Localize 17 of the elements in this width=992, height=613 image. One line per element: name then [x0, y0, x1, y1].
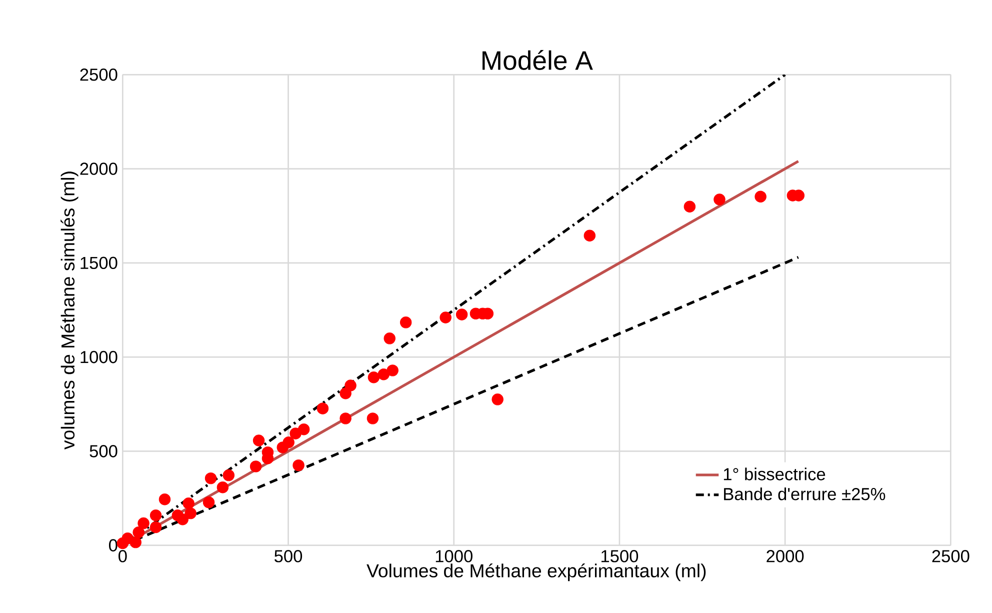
- chart-title: Modéle A: [482, 50, 593, 70]
- x-tick-label: 0: [118, 550, 127, 562]
- x-tick-label: 2000: [766, 550, 804, 562]
- y-tick-label: 2500: [80, 68, 118, 81]
- x-tick-label: 1000: [436, 550, 472, 562]
- y-tick-label: 2000: [80, 162, 118, 175]
- x-tick-label: 1500: [602, 550, 638, 562]
- x-axis-title: Volumes de Méthane expérimantaux (ml): [366, 563, 706, 581]
- legend-label: 1° bissectrice: [724, 467, 826, 480]
- legend-label: Bande d'errure ±25%: [724, 487, 886, 500]
- x-tick-label: 500: [274, 550, 302, 562]
- y-tick-label: 500: [90, 444, 118, 458]
- x-tick-label: 2500: [932, 550, 970, 562]
- y-tick-label: 1500: [80, 256, 118, 269]
- y-axis-title: volumes de Méthane simulés (ml): [60, 172, 78, 450]
- y-tick-label: 0: [108, 539, 118, 552]
- y-tick-label: 1000: [80, 350, 118, 364]
